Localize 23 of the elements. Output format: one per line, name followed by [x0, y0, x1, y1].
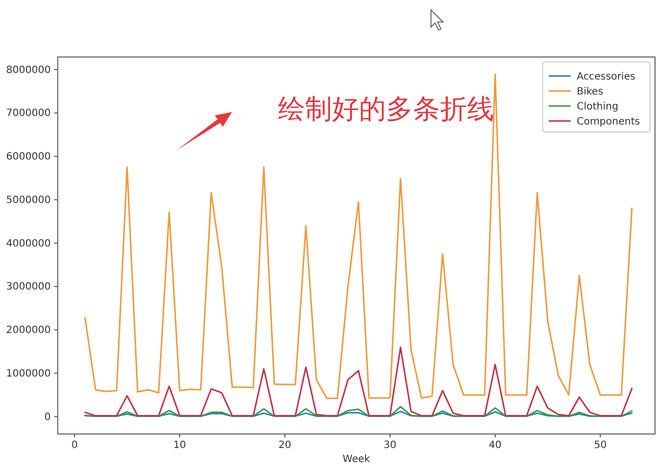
- y-tick-label: 7000000: [6, 108, 51, 120]
- line-series: [84, 406, 633, 417]
- x-tick-label: 50: [594, 440, 607, 452]
- y-tick-label: 8000000: [6, 64, 51, 76]
- x-tick-label: 40: [488, 440, 502, 452]
- y-tick-label: 1000000: [6, 368, 51, 380]
- y-tick-label: 3000000: [6, 282, 51, 293]
- x-tick-label: 30: [384, 440, 396, 452]
- y-tick-label: 2000000: [6, 325, 51, 336]
- x-tick-label: 10: [173, 440, 186, 452]
- y-tick-label: 6000000: [6, 152, 51, 163]
- y-tick-label: 0: [44, 412, 51, 423]
- y-tick-label: 4000000: [6, 238, 51, 250]
- legend-label: Accessories: [576, 72, 636, 83]
- x-tick-label: 20: [278, 440, 292, 452]
- x-tick-label: 0: [71, 440, 78, 452]
- legend-label: Components: [576, 116, 640, 128]
- legend-label: Clothing: [576, 102, 618, 113]
- legend-label: Bikes: [576, 86, 604, 98]
- x-axis-title: Week: [342, 454, 370, 465]
- annotation: 绘制好的多条折线: [278, 94, 494, 125]
- line-series: [84, 346, 633, 417]
- y-tick-label: 5000000: [6, 194, 51, 206]
